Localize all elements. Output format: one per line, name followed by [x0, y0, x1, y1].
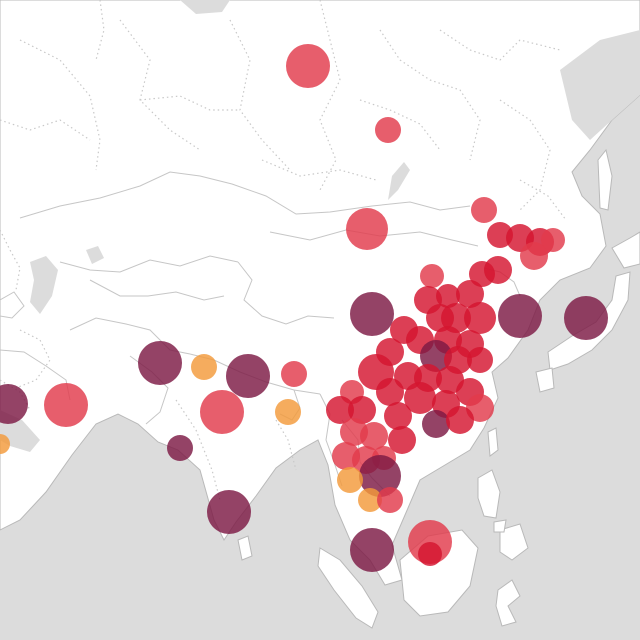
marker-red-45[interactable]	[360, 422, 388, 450]
marker-maroon-50[interactable]	[359, 455, 401, 497]
marker-red-3[interactable]	[471, 197, 497, 223]
marker-crimson-20[interactable]	[426, 304, 454, 332]
dotted-border-16	[261, 159, 377, 181]
marker-maroon-63[interactable]	[167, 435, 193, 461]
border-china-west	[237, 261, 335, 325]
aral-sea	[86, 246, 104, 264]
marker-crimson-39[interactable]	[326, 396, 354, 424]
markers-layer	[0, 44, 608, 572]
marker-maroon-15[interactable]	[350, 292, 394, 336]
marker-crimson-56[interactable]	[418, 542, 442, 566]
marker-orange-52[interactable]	[358, 488, 382, 512]
marker-maroon-59[interactable]	[226, 354, 270, 398]
border-turkey-caucasus	[0, 291, 25, 319]
dotted-border-10	[359, 99, 441, 151]
marker-orange-51[interactable]	[337, 467, 363, 493]
marker-red-65[interactable]	[44, 383, 88, 427]
dotted-border-15	[275, 419, 297, 471]
marker-crimson-13[interactable]	[436, 284, 460, 308]
marker-red-1[interactable]	[375, 117, 401, 143]
marker-crimson-11[interactable]	[484, 256, 512, 284]
marker-red-2[interactable]	[346, 208, 388, 250]
dotted-border-8	[0, 119, 91, 141]
marker-maroon-57[interactable]	[138, 341, 182, 385]
marker-crimson-35[interactable]	[376, 378, 404, 406]
marker-crimson-46[interactable]	[388, 426, 416, 454]
marker-orange-62[interactable]	[275, 399, 301, 425]
border-kazakhstan-south	[59, 255, 239, 273]
marker-maroon-66[interactable]	[0, 384, 28, 424]
japan-hokkaido	[611, 231, 640, 269]
dotted-border-14	[175, 399, 221, 501]
philippines-luzon	[477, 469, 501, 519]
marker-maroon-54[interactable]	[350, 528, 394, 572]
caspian-sea	[30, 256, 58, 314]
marker-red-60[interactable]	[281, 361, 307, 387]
sakhalin-island	[597, 148, 613, 211]
sumatra-island	[317, 547, 379, 629]
marker-red-53[interactable]	[377, 487, 403, 513]
border-central-asia	[89, 279, 225, 301]
landmass-asia	[0, 0, 640, 586]
taiwan-island	[487, 427, 499, 457]
marker-crimson-28[interactable]	[467, 347, 493, 373]
sri-lanka-island	[237, 535, 253, 561]
marker-maroon-17[interactable]	[564, 296, 608, 340]
japan-kyushu	[535, 367, 555, 393]
marker-red-7[interactable]	[541, 228, 565, 252]
marker-orange-58[interactable]	[191, 354, 217, 380]
marker-red-61[interactable]	[200, 390, 244, 434]
marker-maroon-64[interactable]	[207, 490, 251, 534]
marker-red-9[interactable]	[420, 264, 444, 288]
dotted-border-17	[519, 179, 567, 221]
marker-crimson-41[interactable]	[384, 402, 412, 430]
sea-of-okhotsk	[560, 30, 640, 140]
marker-crimson-12[interactable]	[456, 280, 484, 308]
philippines-visayas	[493, 519, 507, 533]
dotted-border-6	[439, 29, 561, 61]
marker-red-8[interactable]	[520, 242, 548, 270]
marker-crimson-43[interactable]	[446, 406, 474, 434]
dotted-border-11	[0, 229, 21, 291]
sulawesi-island	[495, 579, 521, 627]
dotted-border-12	[15, 329, 51, 389]
dotted-border-4	[319, 0, 341, 191]
arctic-coast	[180, 0, 230, 14]
lake-baikal	[388, 162, 410, 200]
marker-crimson-40[interactable]	[348, 396, 376, 424]
dotted-border-18	[95, 0, 105, 61]
marker-maroon-16[interactable]	[498, 294, 542, 338]
border-russia-kazakhstan	[19, 171, 471, 219]
dotted-border-3	[229, 19, 291, 171]
philippines-mindanao	[499, 523, 529, 561]
marker-orange-67[interactable]	[0, 434, 10, 454]
dotted-border-7	[499, 99, 551, 211]
marker-maroon-42[interactable]	[422, 410, 450, 438]
marker-red-0[interactable]	[286, 44, 330, 88]
marker-crimson-36[interactable]	[404, 382, 436, 414]
marker-crimson-18[interactable]	[464, 302, 496, 334]
